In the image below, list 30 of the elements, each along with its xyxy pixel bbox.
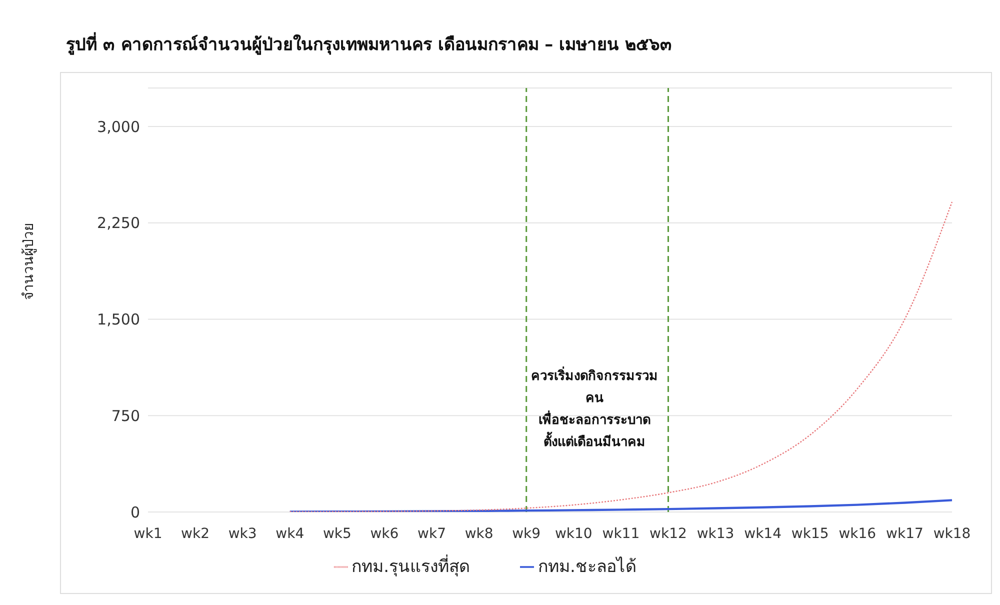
x-tick-label: wk13: [696, 526, 734, 542]
x-tick-label: wk9: [512, 526, 541, 542]
x-tick-label: wk6: [370, 526, 399, 542]
legend-label: กทม.ชะลอได้: [538, 557, 636, 577]
y-tick-label: 750: [111, 406, 140, 425]
y-tick-label: 3,000: [97, 118, 140, 136]
y-tick-label: 2,250: [97, 214, 140, 232]
legend-label: กทม.รุนแรงที่สุด: [352, 557, 470, 577]
chart-title: รูปที่ ๓ คาดการณ์จำนวนผู้ป่วยในกรุงเทพมหานคร เดือนมกราคม – เมษายน ๒๕๖๓: [66, 31, 672, 57]
x-tick-label: wk2: [181, 526, 210, 542]
x-tick-label: wk12: [650, 526, 687, 542]
x-tick-label: wk7: [418, 526, 446, 542]
x-tick-label: wk10: [554, 526, 592, 542]
y-tick-label: 0: [130, 503, 140, 522]
x-tick-label: wk16: [838, 526, 876, 542]
line-series: [289, 201, 953, 512]
y-axis-title: จำนวนผู้ป่วย: [20, 223, 37, 300]
annotation: ควรเริ่มงดกิจกรรมรวม คน เพื่อชะลอการระบาด ตั้งแต่เดือนมีนาคม: [530, 366, 660, 452]
x-tick-label: wk14: [744, 526, 782, 542]
y-tick-label: 1,500: [97, 310, 140, 329]
x-tick-label: wk15: [791, 526, 829, 542]
x-tick-label: wk3: [228, 526, 257, 542]
x-tick-label: wk18: [933, 526, 971, 542]
x-tick-label: wk11: [602, 526, 640, 542]
x-tick-label: wk8: [464, 526, 494, 542]
x-tick-label: wk5: [322, 526, 352, 542]
x-tick-label: wk4: [276, 526, 304, 542]
x-tick-label: wk1: [134, 526, 162, 542]
line-series: [288, 499, 954, 512]
x-tick-label: wk17: [886, 526, 924, 542]
